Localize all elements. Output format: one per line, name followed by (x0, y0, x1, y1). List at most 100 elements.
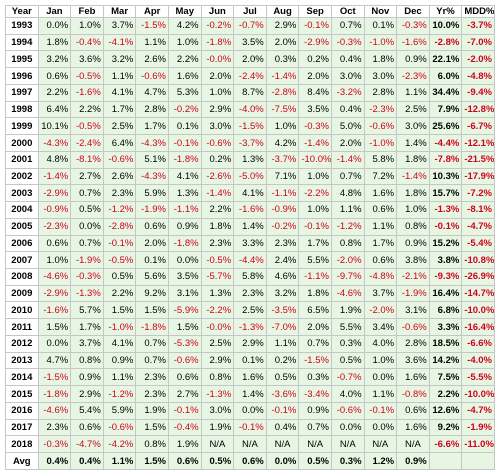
monthly-return-cell: -0.1% (233, 418, 267, 437)
monthly-return-cell: 0.6% (363, 251, 398, 270)
monthly-return-cell: -4.3% (135, 167, 169, 186)
monthly-return-cell: 2.3% (233, 284, 267, 303)
yearly-return-cell: 14.2% (428, 351, 463, 370)
monthly-return-cell: -2.8% (102, 217, 137, 236)
year-cell: 1996 (5, 67, 39, 85)
max-drawdown-cell: -14.7% (461, 284, 495, 303)
monthly-return-cell: 0.0% (167, 251, 202, 270)
monthly-return-cell: 2.2% (37, 83, 72, 102)
monthly-return-cell: 0.4% (265, 418, 300, 437)
monthly-return-cell: 1.8% (298, 284, 332, 303)
monthly-return-cell: -2.3% (37, 217, 72, 236)
monthly-return-cell: 0.7% (298, 334, 332, 353)
monthly-return-cell: 5.6% (135, 268, 169, 286)
table-row: 1993 0.0% 1.0% 3.7% -1.5% 4.2% -0.2% -0.7% 2.9% -… (5, 17, 495, 35)
monthly-return-cell: 1.0% (396, 201, 430, 219)
monthly-return-cell: 0.6% (37, 234, 72, 253)
max-drawdown-cell: -7.2% (461, 184, 495, 203)
monthly-return-cell: 2.3% (135, 368, 169, 387)
yearly-return-cell: 22.1% (428, 50, 463, 69)
table-row: 2005 -2.3% 0.0% -2.8% 0.6% 0.9% 1.8% 1.4% -0.2% -… (5, 217, 495, 236)
monthly-return-cell: 2.3% (37, 418, 72, 437)
year-cell: 1993 (5, 17, 39, 35)
monthly-return-cell: 0.3% (330, 452, 365, 470)
column-header-yr: Yr% (428, 5, 463, 18)
monthly-return-cell: -1.1% (298, 268, 332, 286)
monthly-return-cell: 0.0% (233, 401, 267, 420)
monthly-return-cell: -3.4% (298, 385, 332, 403)
monthly-return-cell: 0.4% (70, 452, 104, 470)
monthly-return-cell: 0.4% (330, 50, 365, 69)
monthly-return-cell: -2.9% (37, 284, 72, 303)
monthly-return-cell: -1.6% (396, 33, 430, 52)
monthly-return-cell: -0.6% (396, 318, 430, 336)
monthly-return-cell: 1.6% (396, 368, 430, 387)
monthly-return-cell: 5.1% (135, 150, 169, 169)
year-cell: 2002 (5, 167, 39, 186)
monthly-return-cell: -1.2% (102, 385, 137, 403)
monthly-return-cell: -9.7% (330, 268, 365, 286)
monthly-return-cell: 2.9% (70, 385, 104, 403)
monthly-return-cell: -3.2% (330, 83, 365, 102)
monthly-return-cell: -2.6% (200, 167, 235, 186)
monthly-return-cell: 1.7% (298, 234, 332, 253)
monthly-return-cell: 1.2% (363, 452, 398, 470)
year-cell: 2017 (5, 418, 39, 437)
monthly-return-cell: 0.3% (330, 334, 365, 353)
table-body: 1993 0.0% 1.0% 3.7% -1.5% 4.2% -0.2% -0.7% 2.9% -… (5, 17, 495, 470)
monthly-return-cell: -10.0% (298, 150, 332, 169)
monthly-return-cell: -0.1% (167, 401, 202, 420)
table-row: 2001 4.8% -8.1% -0.6% 5.1% -1.8% 0.2% 1.3% -3.7%… (5, 150, 495, 169)
monthly-return-cell: 2.5% (102, 117, 137, 136)
monthly-return-cell: 1.5% (167, 318, 202, 336)
monthly-return-cell: 1.7% (70, 318, 104, 336)
column-header-oct: Oct (330, 5, 365, 18)
monthly-return-cell: 1.1% (363, 217, 398, 236)
monthly-return-cell: 2.0% (135, 234, 169, 253)
monthly-return-cell: -0.1% (102, 234, 137, 253)
monthly-return-cell: -1.5% (37, 368, 72, 387)
monthly-return-cell: -0.4% (70, 33, 104, 52)
year-cell: 2001 (5, 150, 39, 169)
monthly-return-cell: 1.0% (37, 251, 72, 270)
table-row: 1997 2.2% -1.6% 4.1% 4.7% 5.3% 1.0% 8.7% -2.8% 8.… (5, 83, 495, 102)
yearly-return-cell: 7.5% (428, 368, 463, 387)
monthly-return-cell: -0.1% (298, 217, 332, 236)
monthly-return-cell: 0.7% (70, 234, 104, 253)
monthly-return-cell: 1.9% (200, 418, 235, 437)
monthly-return-cell: N/A (363, 435, 398, 454)
monthly-return-cell: 0.1% (135, 251, 169, 270)
column-header-dec: Dec (396, 5, 430, 18)
average-row: Avg 0.4% 0.4% 1.1% 1.5% 0.6% 0.5% 0.6% 0.0% 0.5% 0… (5, 452, 495, 470)
monthly-return-cell: 3.0% (330, 67, 365, 85)
monthly-return-cell: 4.1% (102, 83, 137, 102)
monthly-return-cell: -1.0% (363, 33, 398, 52)
year-cell: 2005 (5, 217, 39, 236)
monthly-return-cell: 0.0% (265, 452, 300, 470)
yearly-return-cell: 9.2% (428, 418, 463, 437)
monthly-return-cell: -4.2% (102, 435, 137, 454)
monthly-return-cell: -0.9% (265, 201, 300, 219)
monthly-return-cell: -2.8% (265, 83, 300, 102)
monthly-return-cell: -0.2% (265, 217, 300, 236)
column-header-mdd: MDD% (461, 5, 495, 18)
max-drawdown-cell: -3.7% (461, 17, 495, 35)
monthly-return-cell: -2.3% (363, 100, 398, 119)
monthly-return-cell: -0.2% (167, 100, 202, 119)
monthly-return-cell: 0.3% (265, 50, 300, 69)
monthly-return-cell: 2.8% (396, 334, 430, 353)
monthly-return-cell: 0.4% (330, 100, 365, 119)
monthly-return-cell: 3.7% (363, 284, 398, 303)
monthly-return-cell: 3.8% (396, 251, 430, 270)
monthly-return-cell: 4.6% (265, 268, 300, 286)
year-cell: 1998 (5, 100, 39, 119)
table-row: 2011 1.5% 1.7% -1.0% -1.8% 1.5% -0.0% -1.3% -7.0… (5, 318, 495, 336)
monthly-return-cell: 1.8% (396, 184, 430, 203)
monthly-return-cell: 6.4% (37, 100, 72, 119)
monthly-return-cell: 4.2% (167, 17, 202, 35)
yearly-return-cell: 3.3% (428, 318, 463, 336)
monthly-return-cell: -0.6% (135, 67, 169, 85)
monthly-return-cell: 1.7% (135, 117, 169, 136)
yearly-return-cell: 7.9% (428, 100, 463, 119)
monthly-return-cell: 0.0% (330, 418, 365, 437)
